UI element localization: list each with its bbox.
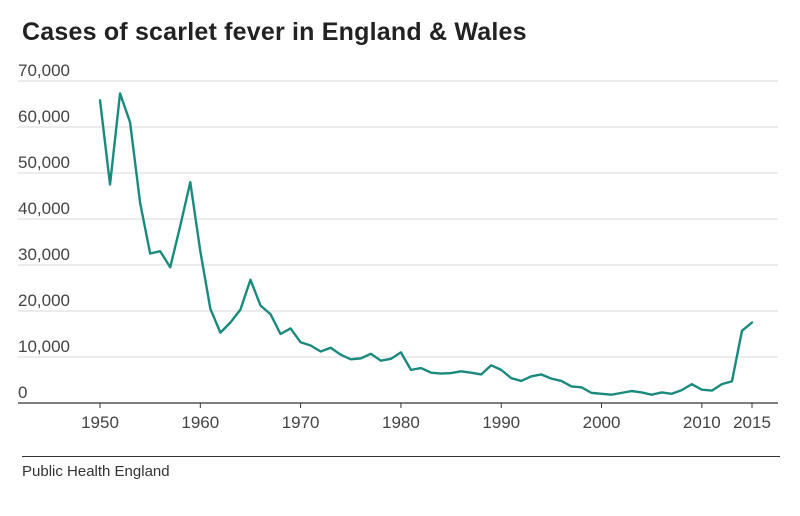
x-tick-label: 1960	[181, 413, 219, 432]
line-chart: 0 10,000 20,000 30,000 40,000 50,000 60,000 70,…	[18, 61, 778, 432]
y-axis-tick-labels: 0 10,000 20,000 30,000 40,000 50,000 60,000 70,…	[18, 61, 70, 402]
y-tick-label: 20,000	[18, 291, 70, 310]
x-tick-label: 2010	[683, 413, 721, 432]
source-note: Public Health England	[22, 463, 170, 480]
series-line-0	[98, 92, 754, 396]
x-tick-label: 1980	[382, 413, 420, 432]
y-tick-label: 10,000	[18, 337, 70, 356]
x-tick-label: 1990	[482, 413, 520, 432]
y-tick-label: 70,000	[18, 61, 70, 80]
chart-title: Cases of scarlet fever in England & Wale…	[22, 18, 527, 46]
source-divider	[22, 456, 780, 457]
x-tick-label: 1970	[282, 413, 320, 432]
y-tick-label: 40,000	[18, 199, 70, 218]
x-tick-label: 2015	[733, 413, 771, 432]
gridlines	[18, 80, 778, 358]
y-tick-label: 50,000	[18, 153, 70, 172]
series-group	[98, 92, 754, 396]
y-tick-label: 0	[18, 383, 27, 402]
x-tick-label: 2000	[583, 413, 621, 432]
x-tick-label: 1950	[81, 413, 119, 432]
y-tick-label: 60,000	[18, 107, 70, 126]
x-axis	[18, 402, 778, 408]
x-axis-tick-labels: 1950 1960 1970 1980 1990 2000 2010 2015	[81, 413, 771, 432]
y-tick-label: 30,000	[18, 245, 70, 264]
